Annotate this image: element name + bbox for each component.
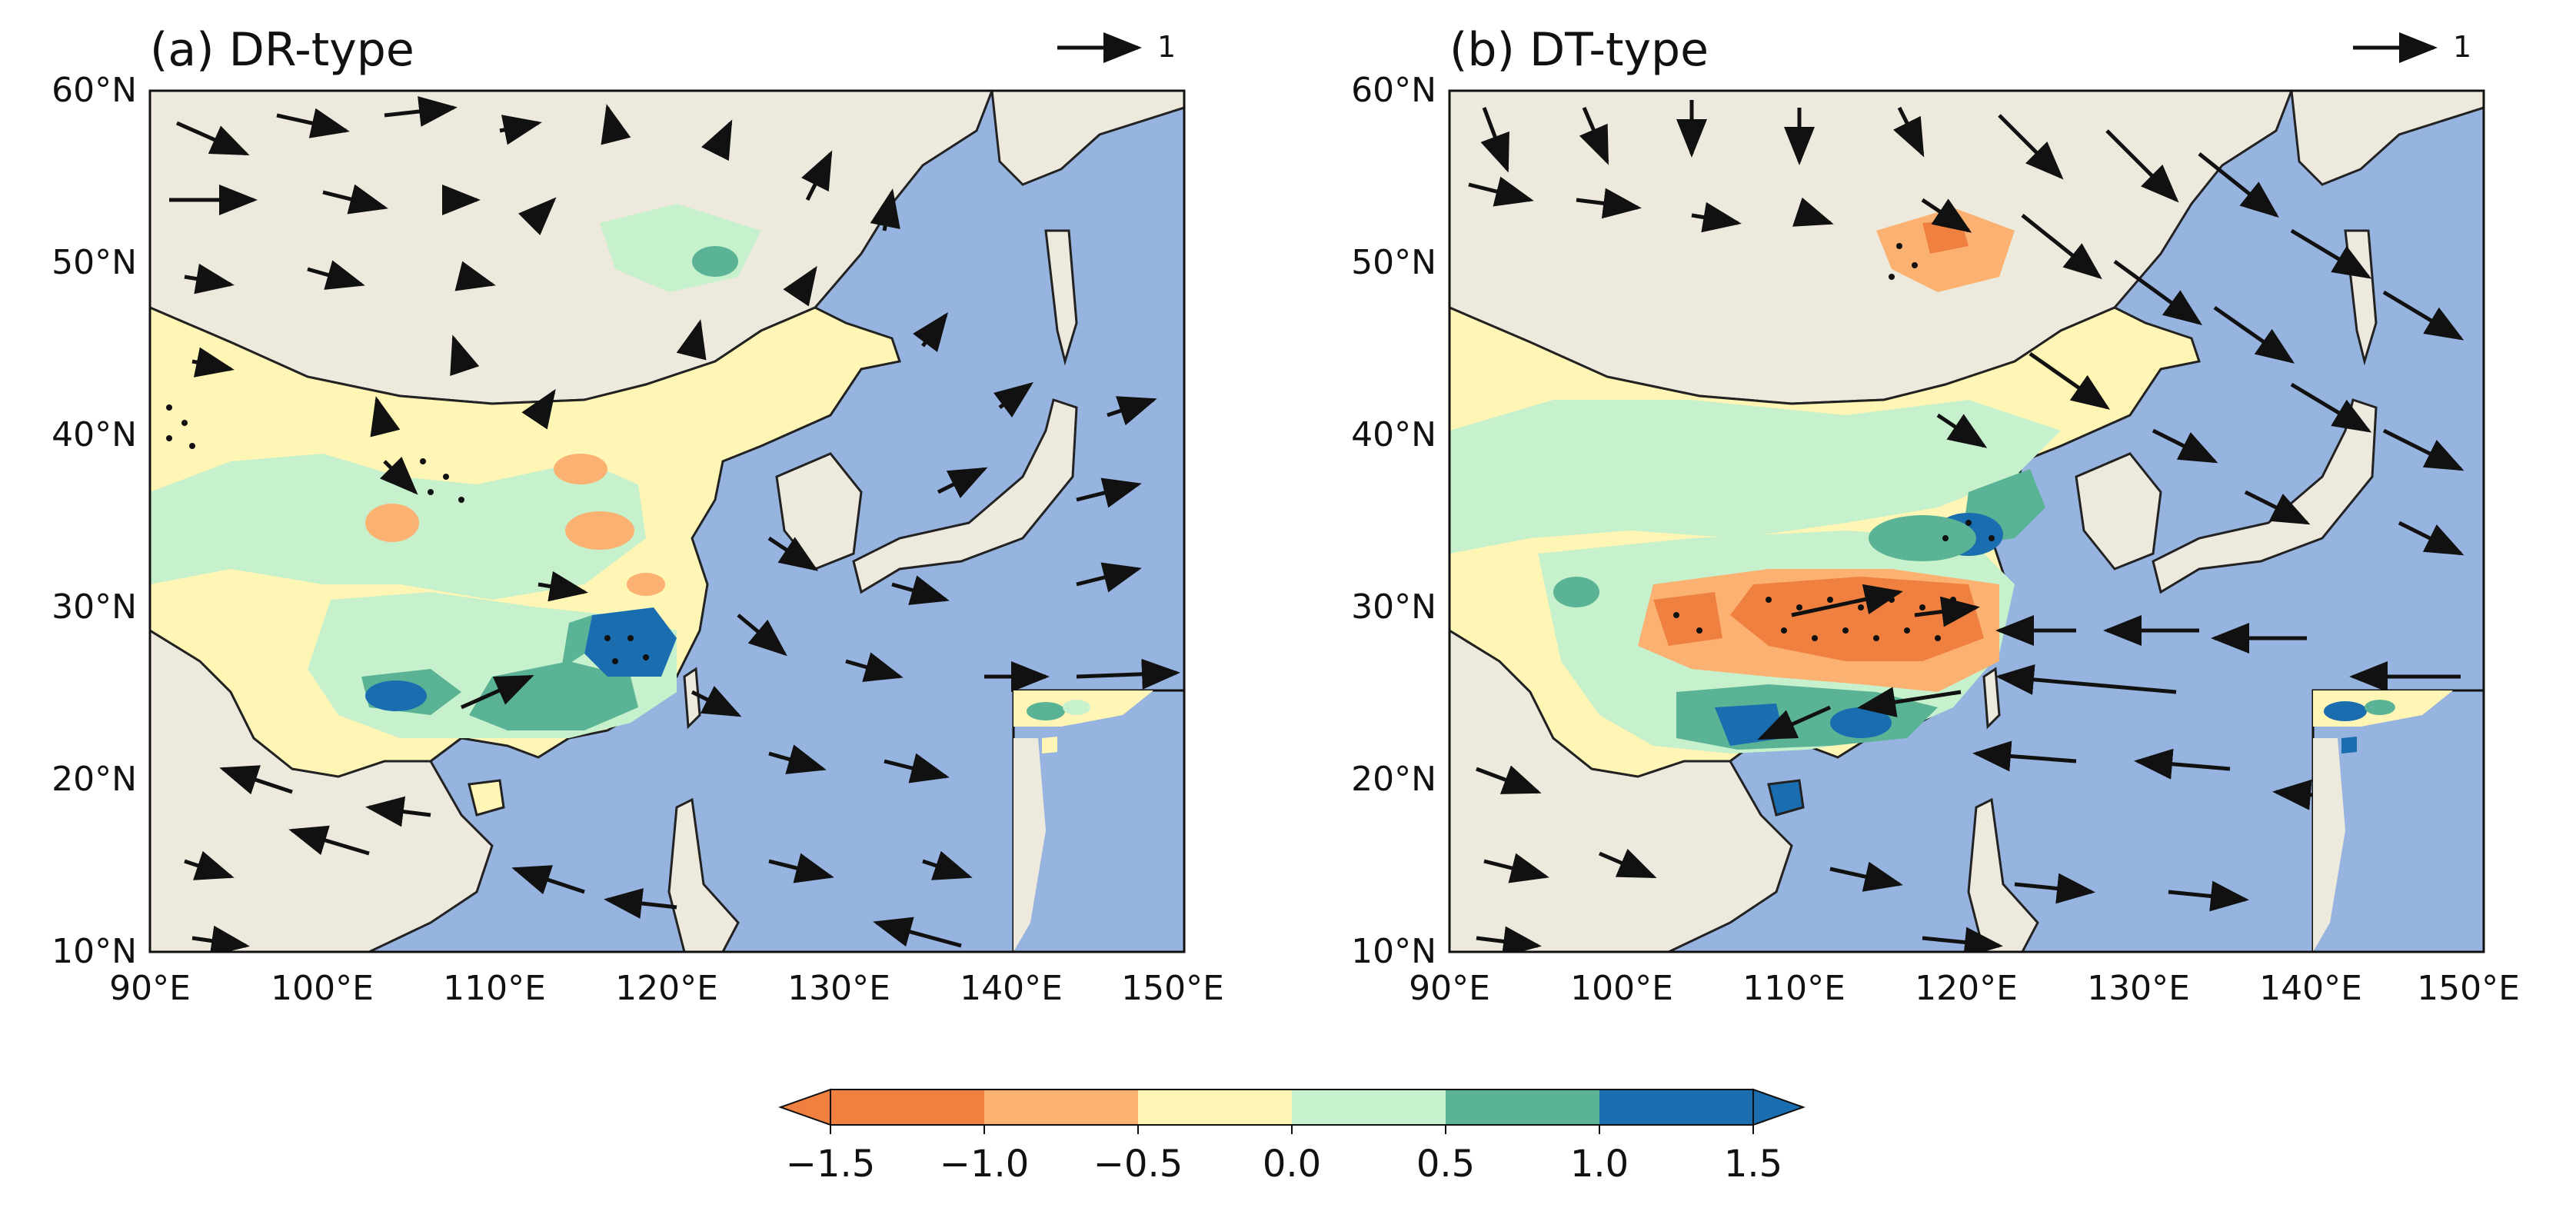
panel-b-inset (2311, 689, 2485, 953)
panel-b-lon-100: 100°E (1570, 969, 1673, 1008)
colorbar-label-1: −1.0 (940, 1143, 1030, 1186)
panel-b-lat-40: 40°N (1351, 415, 1436, 454)
panel-a-taiwan (683, 667, 701, 730)
panel-b-lat-30: 30°N (1351, 587, 1436, 627)
panel-b-reference-label: 1 (2453, 30, 2471, 64)
panel-a-land-far-east (990, 91, 1184, 186)
panel-b-lon-130: 130°E (2087, 969, 2190, 1008)
panel-a-philippines (667, 797, 740, 952)
panel-b-lon-120: 120°E (1915, 969, 2018, 1008)
colorbar-bin-4 (1292, 1090, 1446, 1125)
colorbar-extend-low (778, 1088, 831, 1126)
panel-b-lat-50: 50°N (1351, 243, 1436, 282)
colorbar-label-2: −0.5 (1093, 1143, 1183, 1186)
panel-a-lat-40: 40°N (52, 415, 137, 454)
panel-a-wind-vectors (169, 96, 1180, 952)
panel-b-lon-150: 150°E (2417, 969, 2520, 1008)
panel-b-frame (1448, 89, 2485, 953)
panel-a-lon-150: 150°E (1121, 969, 1224, 1008)
panel-a-lat-60: 60°N (52, 71, 137, 110)
panel-a-reference-label: 1 (1157, 30, 1176, 64)
colorbar-label-5: 1.0 (1570, 1143, 1629, 1186)
panel-a-hainan (468, 779, 505, 817)
panel-a-lat-10: 10°N (52, 932, 137, 971)
panel-a-lat-axis: 60°N 50°N 40°N 30°N 20°N 10°N (52, 71, 137, 971)
panel-a-lon-90: 90°E (109, 969, 191, 1008)
panel-b-lon-140: 140°E (2259, 969, 2362, 1008)
panel-b-lon-110: 110°E (1742, 969, 1845, 1008)
panel-a-lon-110: 110°E (443, 969, 546, 1008)
panel-a-lat-30: 30°N (52, 587, 137, 627)
panel-b-lat-10: 10°N (1351, 932, 1436, 971)
panel-a-title: (a) DR-type (150, 23, 414, 77)
panel-b-title: (b) DT-type (1449, 23, 1709, 77)
panel-a-lat-50: 50°N (52, 243, 137, 282)
panel-b-lon-90: 90°E (1409, 969, 1490, 1008)
panel-b: (b) DT-type 1 (1351, 23, 2520, 1008)
panel-b-lon-axis: 90°E 100°E 110°E 120°E 130°E 140°E 150°E (1409, 969, 2520, 1008)
panel-a-lat-20: 20°N (52, 760, 137, 799)
panel-b-land-japan (2152, 229, 2378, 594)
panel-b-taiwan (1982, 667, 2001, 730)
colorbar-label-6: 1.5 (1724, 1143, 1782, 1186)
panel-b-land-korea (2075, 452, 2162, 571)
colorbar-bin-5 (1446, 1090, 1599, 1125)
panel-b-lat-60: 60°N (1351, 71, 1436, 110)
colorbar-ticks (830, 1125, 1754, 1134)
colorbar-bin-3 (1138, 1090, 1292, 1125)
panel-a-inset (1012, 689, 1186, 953)
panel-b-land-far-east (2290, 91, 2484, 186)
panel-a-frame (148, 89, 1186, 953)
panel-a-land-japan (852, 229, 1078, 594)
panel-b-lat-axis: 60°N 50°N 40°N 30°N 20°N 10°N (1351, 71, 1436, 971)
panel-a-lon-axis: 90°E 100°E 110°E 120°E 130°E 140°E 150°E (109, 969, 1224, 1008)
colorbar: −1.5 −1.0 −0.5 0.0 0.5 1.0 1.5 (778, 1088, 1806, 1186)
colorbar-extend-high (1752, 1088, 1806, 1126)
panel-a: (a) DR-type 1 (52, 23, 1224, 1008)
colorbar-label-4: 0.5 (1416, 1143, 1475, 1186)
panel-b-wind-vectors (1468, 100, 2465, 952)
panel-a-anomalies (150, 204, 761, 738)
panel-b-significance-dots (1673, 243, 1995, 641)
panel-b-lat-20: 20°N (1351, 760, 1436, 799)
panel-a-lon-130: 130°E (787, 969, 890, 1008)
panel-a-map (150, 91, 1184, 952)
panel-b-map (1449, 91, 2484, 952)
panel-a-significance-dots (166, 404, 649, 664)
panel-b-reference-vector: 1 (2353, 30, 2471, 64)
panel-b-hainan (1767, 779, 1805, 817)
colorbar-label-3: 0.0 (1263, 1143, 1321, 1186)
panel-a-lon-120: 120°E (615, 969, 718, 1008)
panel-a-lon-140: 140°E (960, 969, 1063, 1008)
colorbar-bin-2 (984, 1090, 1138, 1125)
colorbar-label-0: −1.5 (786, 1143, 876, 1186)
panel-b-philippines (1967, 797, 2039, 952)
panel-a-lon-100: 100°E (271, 969, 374, 1008)
colorbar-bin-1 (830, 1090, 984, 1125)
colorbar-bin-6 (1599, 1090, 1753, 1125)
panel-a-reference-vector: 1 (1057, 30, 1176, 64)
